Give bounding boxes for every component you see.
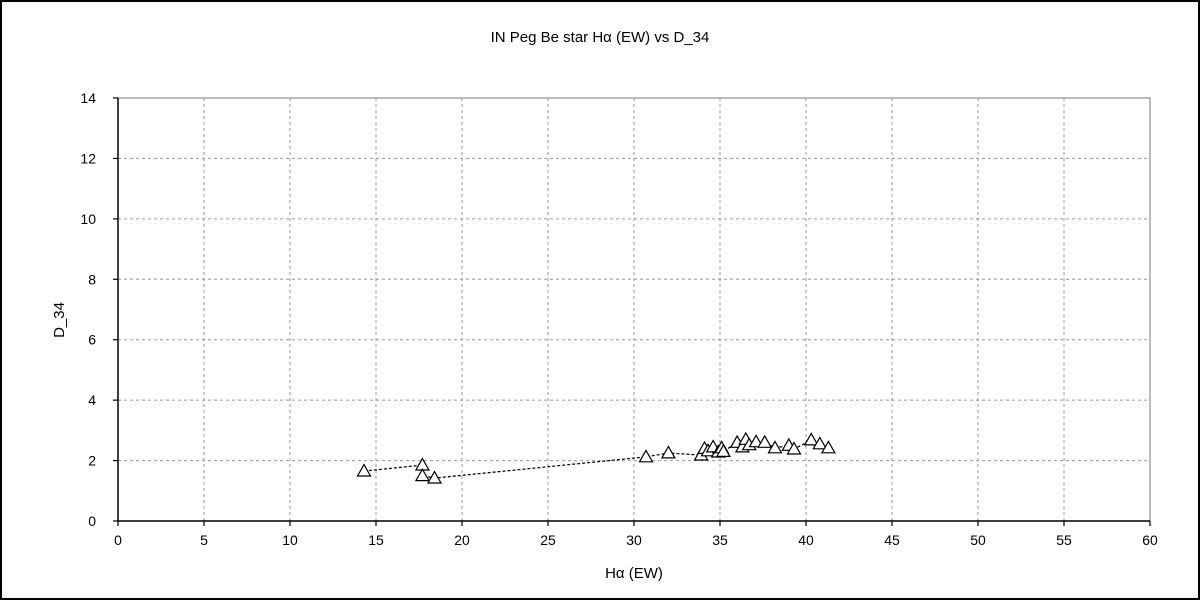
data-point: [812, 436, 828, 450]
x-tick-label: 5: [200, 532, 208, 548]
data-point: [786, 441, 802, 455]
data-point: [767, 440, 783, 454]
x-tick-label: 25: [540, 532, 556, 548]
y-axis-label: D_34: [51, 302, 68, 338]
data-point: [660, 445, 676, 459]
x-tick-label: 10: [282, 532, 298, 548]
x-tick-label: 55: [1056, 532, 1072, 548]
y-tick-label: 12: [80, 150, 96, 166]
data-point: [426, 470, 443, 484]
y-tick-label: 2: [88, 453, 96, 469]
x-tick-label: 60: [1142, 532, 1158, 548]
x-tick-label: 35: [712, 532, 728, 548]
data-point: [414, 467, 430, 482]
x-tick-label: 50: [970, 532, 986, 548]
data-point: [803, 432, 819, 446]
y-tick-label: 6: [88, 332, 96, 348]
data-point: [356, 463, 372, 477]
y-tick-label: 4: [88, 392, 96, 408]
ticks: 0 5 10 15 20 25 30 35 40 45 50 55 60 0 2 4 6 8 10 12 14: [80, 90, 1158, 548]
x-tick-label: 0: [114, 532, 122, 548]
data-point: [638, 449, 654, 463]
data-point: [748, 434, 764, 448]
y-tick-label: 10: [80, 211, 96, 227]
chart-title: IN Peg Be star Hα (EW) vs D_34: [491, 29, 710, 46]
x-tick-label: 45: [884, 532, 900, 548]
x-tick-label: 40: [798, 532, 814, 548]
data-point: [757, 434, 773, 448]
x-tick-label: 20: [454, 532, 470, 548]
y-tick-label: 8: [88, 271, 96, 287]
x-axis-label: Hα (EW): [605, 565, 663, 582]
data-series: [356, 431, 836, 484]
data-point: [820, 440, 836, 454]
data-point: [715, 443, 731, 457]
x-tick-label: 30: [626, 532, 642, 548]
y-tick-label: 0: [88, 513, 96, 529]
x-tick-label: 15: [368, 532, 384, 548]
y-tick-label: 14: [80, 90, 96, 106]
